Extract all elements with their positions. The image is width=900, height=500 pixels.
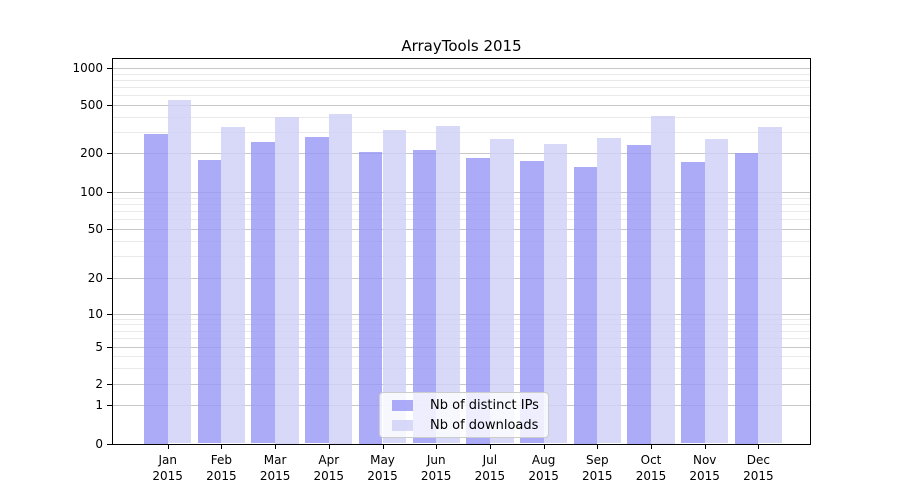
minor-gridline [113, 79, 810, 81]
x-tick-mark [543, 444, 545, 449]
y-tick-label: 1000 [72, 61, 103, 75]
minor-gridline [113, 95, 810, 97]
y-tick-mark [107, 384, 113, 385]
x-tick-mark [436, 444, 438, 449]
bar-ips-jul [466, 158, 490, 444]
y-tick-mark [107, 192, 113, 193]
y-tick-label: 10 [87, 306, 103, 321]
y-tick-mark [107, 153, 113, 154]
y-tick-label: 0 [95, 436, 103, 451]
bar-ips-sep [573, 167, 598, 444]
bar-downloads-dec [758, 126, 783, 444]
x-tick-label: Apr 2015 [313, 452, 345, 483]
y-tick-label: 500 [80, 98, 103, 112]
bar-ips-feb [197, 159, 222, 444]
y-tick-label: 200 [80, 146, 103, 160]
minor-gridline [113, 87, 810, 88]
bar-ips-may [358, 151, 383, 444]
bar-downloads-aug [543, 144, 568, 444]
bar-ips-jan [144, 133, 168, 444]
bar-downloads-sep [597, 138, 621, 444]
major-gridline [113, 105, 810, 106]
bar-ips-apr [305, 137, 329, 444]
bar-downloads-jul [489, 139, 514, 444]
x-tick-mark [597, 444, 599, 449]
y-tick-mark [107, 229, 113, 230]
bar-ips-nov [681, 162, 705, 444]
y-tick-label: 1 [95, 398, 103, 412]
legend: Nb of distinct IPs Nb of downloads [379, 392, 549, 438]
legend-row-distinct-ips: Nb of distinct IPs [386, 397, 542, 414]
bar-downloads-apr [328, 114, 353, 444]
bar-ips-oct [627, 145, 651, 444]
legend-swatch-distinct-ips [392, 399, 413, 411]
x-tick-label: Feb 2015 [206, 452, 237, 483]
x-tick-label: Oct 2015 [635, 452, 667, 483]
y-tick-mark [107, 313, 113, 315]
bar-downloads-mar [275, 117, 299, 444]
y-tick-label: 50 [87, 222, 103, 236]
legend-row-downloads: Nb of downloads [386, 417, 542, 434]
y-tick-label: 100 [80, 185, 103, 199]
y-tick-mark [107, 68, 113, 69]
legend-swatch-downloads [392, 419, 413, 431]
legend-label-downloads: Nb of downloads [430, 417, 539, 433]
y-tick-mark [107, 278, 113, 279]
x-tick-label: Nov 2015 [689, 452, 720, 483]
x-tick-mark [275, 444, 277, 449]
x-tick-mark [167, 444, 169, 449]
y-tick-mark [107, 347, 113, 348]
minor-gridline [113, 131, 810, 133]
major-gridline [113, 68, 810, 69]
legend-label-distinct-ips: Nb of distinct IPs [430, 397, 539, 413]
bar-ips-aug [519, 160, 544, 444]
bar-downloads-oct [651, 116, 675, 444]
y-tick-label: 2 [95, 377, 103, 391]
x-tick-label: Jan 2015 [152, 452, 183, 483]
x-tick-mark [651, 444, 652, 449]
y-tick-label: 5 [95, 340, 103, 354]
x-tick-label: Jun 2015 [420, 452, 452, 483]
minor-gridline [113, 116, 810, 118]
y-tick-label: 20 [87, 271, 103, 285]
x-tick-mark [221, 444, 223, 449]
x-tick-label: Aug 2015 [528, 452, 559, 483]
x-tick-mark [382, 444, 384, 449]
x-tick-label: Sep 2015 [582, 452, 613, 483]
y-tick-mark [107, 443, 113, 445]
x-tick-mark [328, 444, 330, 449]
minor-gridline [113, 73, 810, 75]
x-tick-mark [758, 444, 760, 449]
x-tick-label: Dec 2015 [743, 452, 774, 483]
bar-downloads-jun [436, 125, 460, 444]
bar-downloads-nov [704, 139, 729, 444]
x-tick-label: May 2015 [367, 452, 398, 483]
bar-ips-dec [734, 153, 759, 444]
x-tick-label: Jul 2015 [474, 452, 506, 483]
x-tick-label: Mar 2015 [259, 452, 291, 483]
y-tick-mark [107, 405, 113, 406]
bar-downloads-may [382, 130, 407, 444]
x-tick-mark [704, 444, 706, 449]
bar-downloads-jan [167, 99, 192, 444]
bar-downloads-feb [221, 126, 246, 444]
chart-title: ArrayTools 2015 [401, 37, 522, 55]
x-tick-mark [489, 444, 491, 449]
bar-ips-mar [251, 141, 276, 444]
y-tick-mark [107, 105, 113, 106]
bar-ips-jun [412, 150, 437, 444]
